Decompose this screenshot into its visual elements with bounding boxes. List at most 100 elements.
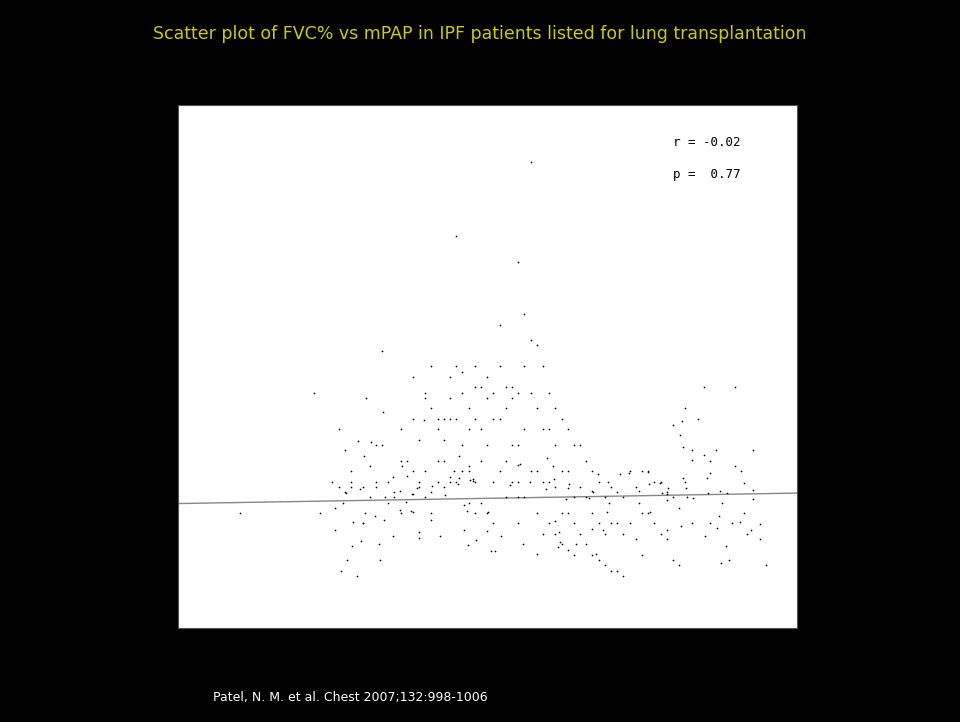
Point	[599, 506, 614, 518]
Point	[736, 508, 752, 519]
Point	[541, 387, 557, 399]
Point	[412, 434, 427, 445]
Point	[374, 439, 390, 451]
Point	[699, 472, 714, 484]
Point	[385, 530, 400, 542]
Point	[721, 554, 736, 566]
Point	[424, 481, 440, 492]
Point	[480, 371, 495, 383]
Point	[446, 465, 462, 477]
Point	[597, 492, 612, 503]
Point	[468, 507, 483, 518]
Point	[306, 387, 322, 399]
Point	[680, 492, 695, 503]
Point	[678, 403, 693, 414]
Point	[566, 439, 582, 451]
Point	[461, 461, 476, 472]
Point	[597, 529, 612, 540]
Point	[510, 460, 525, 471]
Point	[743, 524, 758, 536]
Point	[560, 482, 575, 493]
Point	[511, 476, 526, 487]
Point	[504, 392, 519, 404]
Point	[393, 507, 408, 518]
Point	[380, 497, 396, 508]
Point	[405, 413, 420, 425]
Point	[516, 423, 532, 435]
Point	[387, 492, 402, 503]
Point	[386, 471, 401, 482]
Point	[554, 539, 569, 550]
Point	[393, 485, 408, 497]
Point	[746, 445, 761, 456]
Point	[336, 497, 351, 509]
Point	[412, 476, 427, 487]
Point	[498, 403, 514, 414]
Point	[368, 439, 383, 451]
Point	[540, 452, 555, 464]
Point	[554, 466, 569, 477]
Point	[436, 434, 451, 445]
Point	[595, 524, 611, 536]
Point	[345, 540, 360, 552]
Point	[584, 485, 599, 497]
Point	[752, 534, 767, 545]
Point	[331, 481, 347, 492]
Point	[700, 487, 715, 499]
Point	[728, 381, 743, 393]
Point	[363, 436, 378, 448]
Point	[436, 481, 451, 492]
Point	[486, 476, 501, 487]
Text: p =  0.77: p = 0.77	[673, 168, 740, 180]
Point	[671, 560, 686, 571]
Point	[703, 518, 718, 529]
Point	[758, 560, 774, 571]
Point	[547, 403, 563, 414]
Point	[665, 554, 681, 566]
Point	[610, 518, 625, 529]
Point	[451, 472, 467, 484]
Point	[547, 439, 563, 451]
Point	[523, 157, 539, 168]
Point	[568, 538, 584, 549]
Point	[387, 487, 402, 498]
Point	[423, 487, 439, 498]
Point	[590, 469, 606, 480]
Point	[418, 392, 433, 404]
Point	[566, 492, 582, 503]
Point	[634, 466, 649, 477]
Y-axis label: Mean pulmonary artery pressure, mm Hg: Mean pulmonary artery pressure, mm Hg	[118, 204, 132, 529]
Point	[331, 423, 347, 435]
Point	[368, 476, 383, 487]
Point	[635, 507, 650, 518]
Point	[736, 477, 752, 488]
Point	[463, 474, 478, 486]
Point	[443, 476, 458, 487]
Point	[529, 548, 544, 560]
Point	[450, 479, 466, 490]
Point	[411, 532, 426, 544]
X-axis label: Forced vital capacity, percent predicted: Forced vital capacity, percent predicted	[331, 661, 643, 675]
Point	[560, 507, 575, 518]
Point	[728, 461, 743, 472]
Point	[399, 471, 415, 482]
Point	[457, 524, 472, 536]
Point	[703, 468, 718, 479]
Point	[430, 476, 445, 487]
Point	[684, 454, 699, 466]
Point	[647, 476, 662, 487]
Point	[468, 476, 483, 487]
Point	[503, 479, 518, 491]
Point	[536, 361, 551, 373]
Point	[404, 488, 420, 500]
Point	[498, 381, 514, 393]
Point	[436, 455, 451, 466]
Point	[460, 539, 475, 551]
Point	[523, 334, 539, 346]
Point	[660, 524, 675, 536]
Point	[745, 484, 760, 496]
Point	[376, 514, 392, 526]
Point	[529, 403, 544, 414]
Point	[523, 387, 539, 399]
Point	[511, 387, 526, 399]
